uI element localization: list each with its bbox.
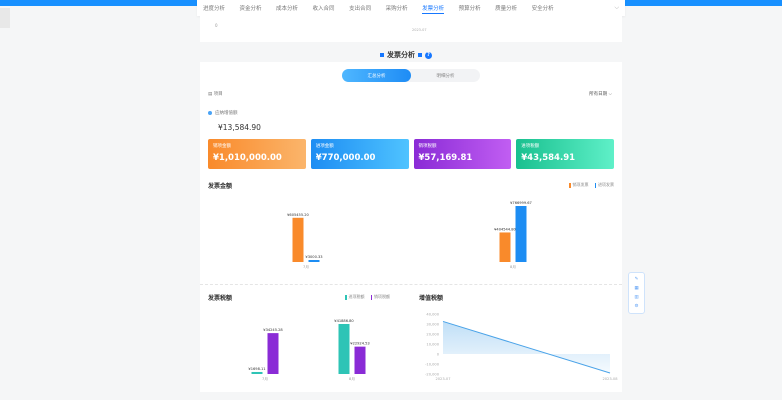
document-icon: ▤	[208, 92, 214, 97]
x-tick: 2023-07	[412, 28, 427, 32]
toggle-summary[interactable]: 汇总分析	[342, 69, 411, 82]
invoice-tax-chart: ¥1698.11 ¥34245.28 7月 ¥41886.80 ¥22924.53 8月	[248, 319, 369, 381]
tab-item[interactable]: 采购分析	[385, 6, 408, 12]
legend-item[interactable]: 销项税额	[370, 294, 390, 300]
x-tick-label: 2023-08	[602, 377, 618, 381]
data-label: ¥22924.53	[350, 342, 369, 346]
chevron-down-icon[interactable]: ⌵	[614, 4, 619, 11]
page-title-text: 发票分析	[387, 51, 415, 59]
data-label: ¥3000.33	[305, 255, 322, 259]
bar	[338, 324, 350, 374]
date-filter[interactable]: 所有日期 ⌵	[589, 91, 612, 97]
y-tick-label: 10,000	[426, 342, 439, 346]
grid-icon[interactable]: ▦	[634, 286, 639, 291]
sidebar-collapsed[interactable]	[0, 8, 10, 28]
card-input-tax: 进项税额 ¥43,584.91	[516, 139, 614, 169]
floating-toolbar: ✎ ▦ ▥ ⚙	[628, 272, 645, 314]
legend-item[interactable]: 进项税额	[345, 294, 365, 300]
x-tick-label: 2023-07	[435, 377, 450, 381]
card-value: ¥770,000.00	[315, 153, 376, 163]
divider	[200, 284, 622, 285]
card-value: ¥1,010,000.00	[213, 153, 282, 163]
card-value: ¥43,584.91	[521, 153, 576, 163]
tab-item[interactable]: 资金分析	[239, 6, 262, 12]
data-label: ¥605455.20	[287, 213, 309, 217]
bar	[251, 371, 263, 374]
project-selector[interactable]: ▤ 项目	[208, 91, 223, 97]
bar	[499, 232, 511, 262]
y-tick-label: 40,000	[426, 312, 439, 316]
edit-icon[interactable]: ✎	[634, 277, 639, 282]
tab-item[interactable]: 成本分析	[276, 6, 299, 12]
tab-item[interactable]: 进度分析	[203, 6, 226, 12]
bar	[515, 206, 527, 262]
tab-item[interactable]: 安全分析	[531, 6, 554, 12]
chart-title: 发票金额	[208, 183, 233, 190]
y-tick-label: 20,000	[426, 332, 439, 336]
card-label: 进项金额	[315, 144, 334, 149]
data-label: ¥404544.80	[494, 227, 516, 231]
card-label: 进项税额	[521, 144, 540, 149]
chart-title: 发票税额	[208, 295, 233, 302]
summary-cards: 销项金额 ¥1,010,000.00 进项金额 ¥770,000.00 销项税额 ¥5…	[208, 139, 614, 169]
x-tick-label: 7月	[303, 264, 309, 269]
invoice-analysis-panel: 汇总分析 明细分析 ▤ 项目 所有日期 ⌵ 应纳增值额 ¥13,584.90 销…	[200, 62, 622, 392]
chart-legend: 销项发票 进项发票	[569, 182, 614, 188]
invoice-amount-chart: ¥605455.20 ¥3000.33 7月 ¥404544.80 ¥766999.67…	[287, 201, 532, 269]
card-input-amount: 进项金额 ¥770,000.00	[310, 139, 409, 169]
series-line	[442, 320, 611, 374]
previous-chart-card: 0 2023-07	[200, 16, 622, 42]
x-tick-label: 8月	[349, 376, 355, 381]
chart-icon[interactable]: ▥	[634, 295, 639, 300]
vat-trend-chart: 40,00030,00020,00010,0000-10,000-20,0002…	[425, 312, 618, 381]
chevron-down-icon: ⌵	[608, 92, 612, 97]
project-label: 项目	[213, 92, 223, 97]
chart-title: 增值税额	[419, 295, 444, 302]
vat-label: 应纳增值额	[208, 110, 238, 116]
card-label: 销项税额	[418, 144, 437, 149]
bar	[308, 260, 320, 262]
card-label: 销项金额	[213, 144, 231, 149]
chart-legend: 进项税额 销项税额	[345, 294, 390, 300]
tab-item[interactable]: 质量分析	[495, 6, 518, 12]
y-tick-label: 0	[437, 352, 440, 356]
bar	[292, 217, 304, 262]
card-value: ¥57,169.81	[418, 153, 473, 163]
tab-item[interactable]: 发票分析	[422, 3, 445, 14]
settings-icon[interactable]: ⚙	[634, 304, 639, 309]
data-label: ¥766999.67	[510, 201, 532, 205]
help-icon[interactable]: ?	[425, 51, 432, 59]
legend-item[interactable]: 进项发票	[594, 182, 614, 188]
y-tick-label: -20,000	[425, 372, 440, 376]
card-output-amount: 销项金额 ¥1,010,000.00	[208, 139, 306, 169]
y-tick-label: 30,000	[426, 322, 439, 326]
card-output-tax: 销项税额 ¥57,169.81	[413, 139, 512, 169]
y-tick-label: -10,000	[425, 362, 440, 366]
tab-item[interactable]: 支出合同	[349, 6, 372, 12]
legend-item[interactable]: 销项发票	[569, 182, 589, 188]
module-tabs: 进度分析 资金分析 成本分析 收入合同 支出合同 采购分析 发票分析 预算分析 质量分析 安全分析…	[197, 0, 625, 16]
data-label: ¥41886.80	[334, 319, 354, 323]
bar	[267, 333, 279, 374]
vat-value: ¥13,584.90	[218, 123, 261, 132]
decor-icon	[380, 53, 384, 57]
data-label: ¥34245.28	[263, 328, 283, 332]
date-filter-value: 所有日期	[589, 92, 608, 97]
tab-item[interactable]: 预算分析	[458, 6, 481, 12]
dot-icon	[208, 111, 212, 115]
vat-label-text: 应纳增值额	[215, 111, 238, 116]
y-tick: 0	[215, 23, 218, 28]
decor-icon	[418, 53, 422, 57]
bar	[354, 346, 366, 374]
toggle-detail[interactable]: 明细分析	[436, 73, 455, 79]
x-tick-label: 7月	[262, 376, 268, 381]
x-tick-label: 8月	[510, 264, 516, 269]
tab-item[interactable]: 收入合同	[312, 6, 335, 12]
page-title: 发票分析 ?	[380, 50, 432, 60]
view-toggle: 汇总分析 明细分析	[342, 69, 480, 82]
data-label: ¥1698.11	[248, 367, 265, 371]
